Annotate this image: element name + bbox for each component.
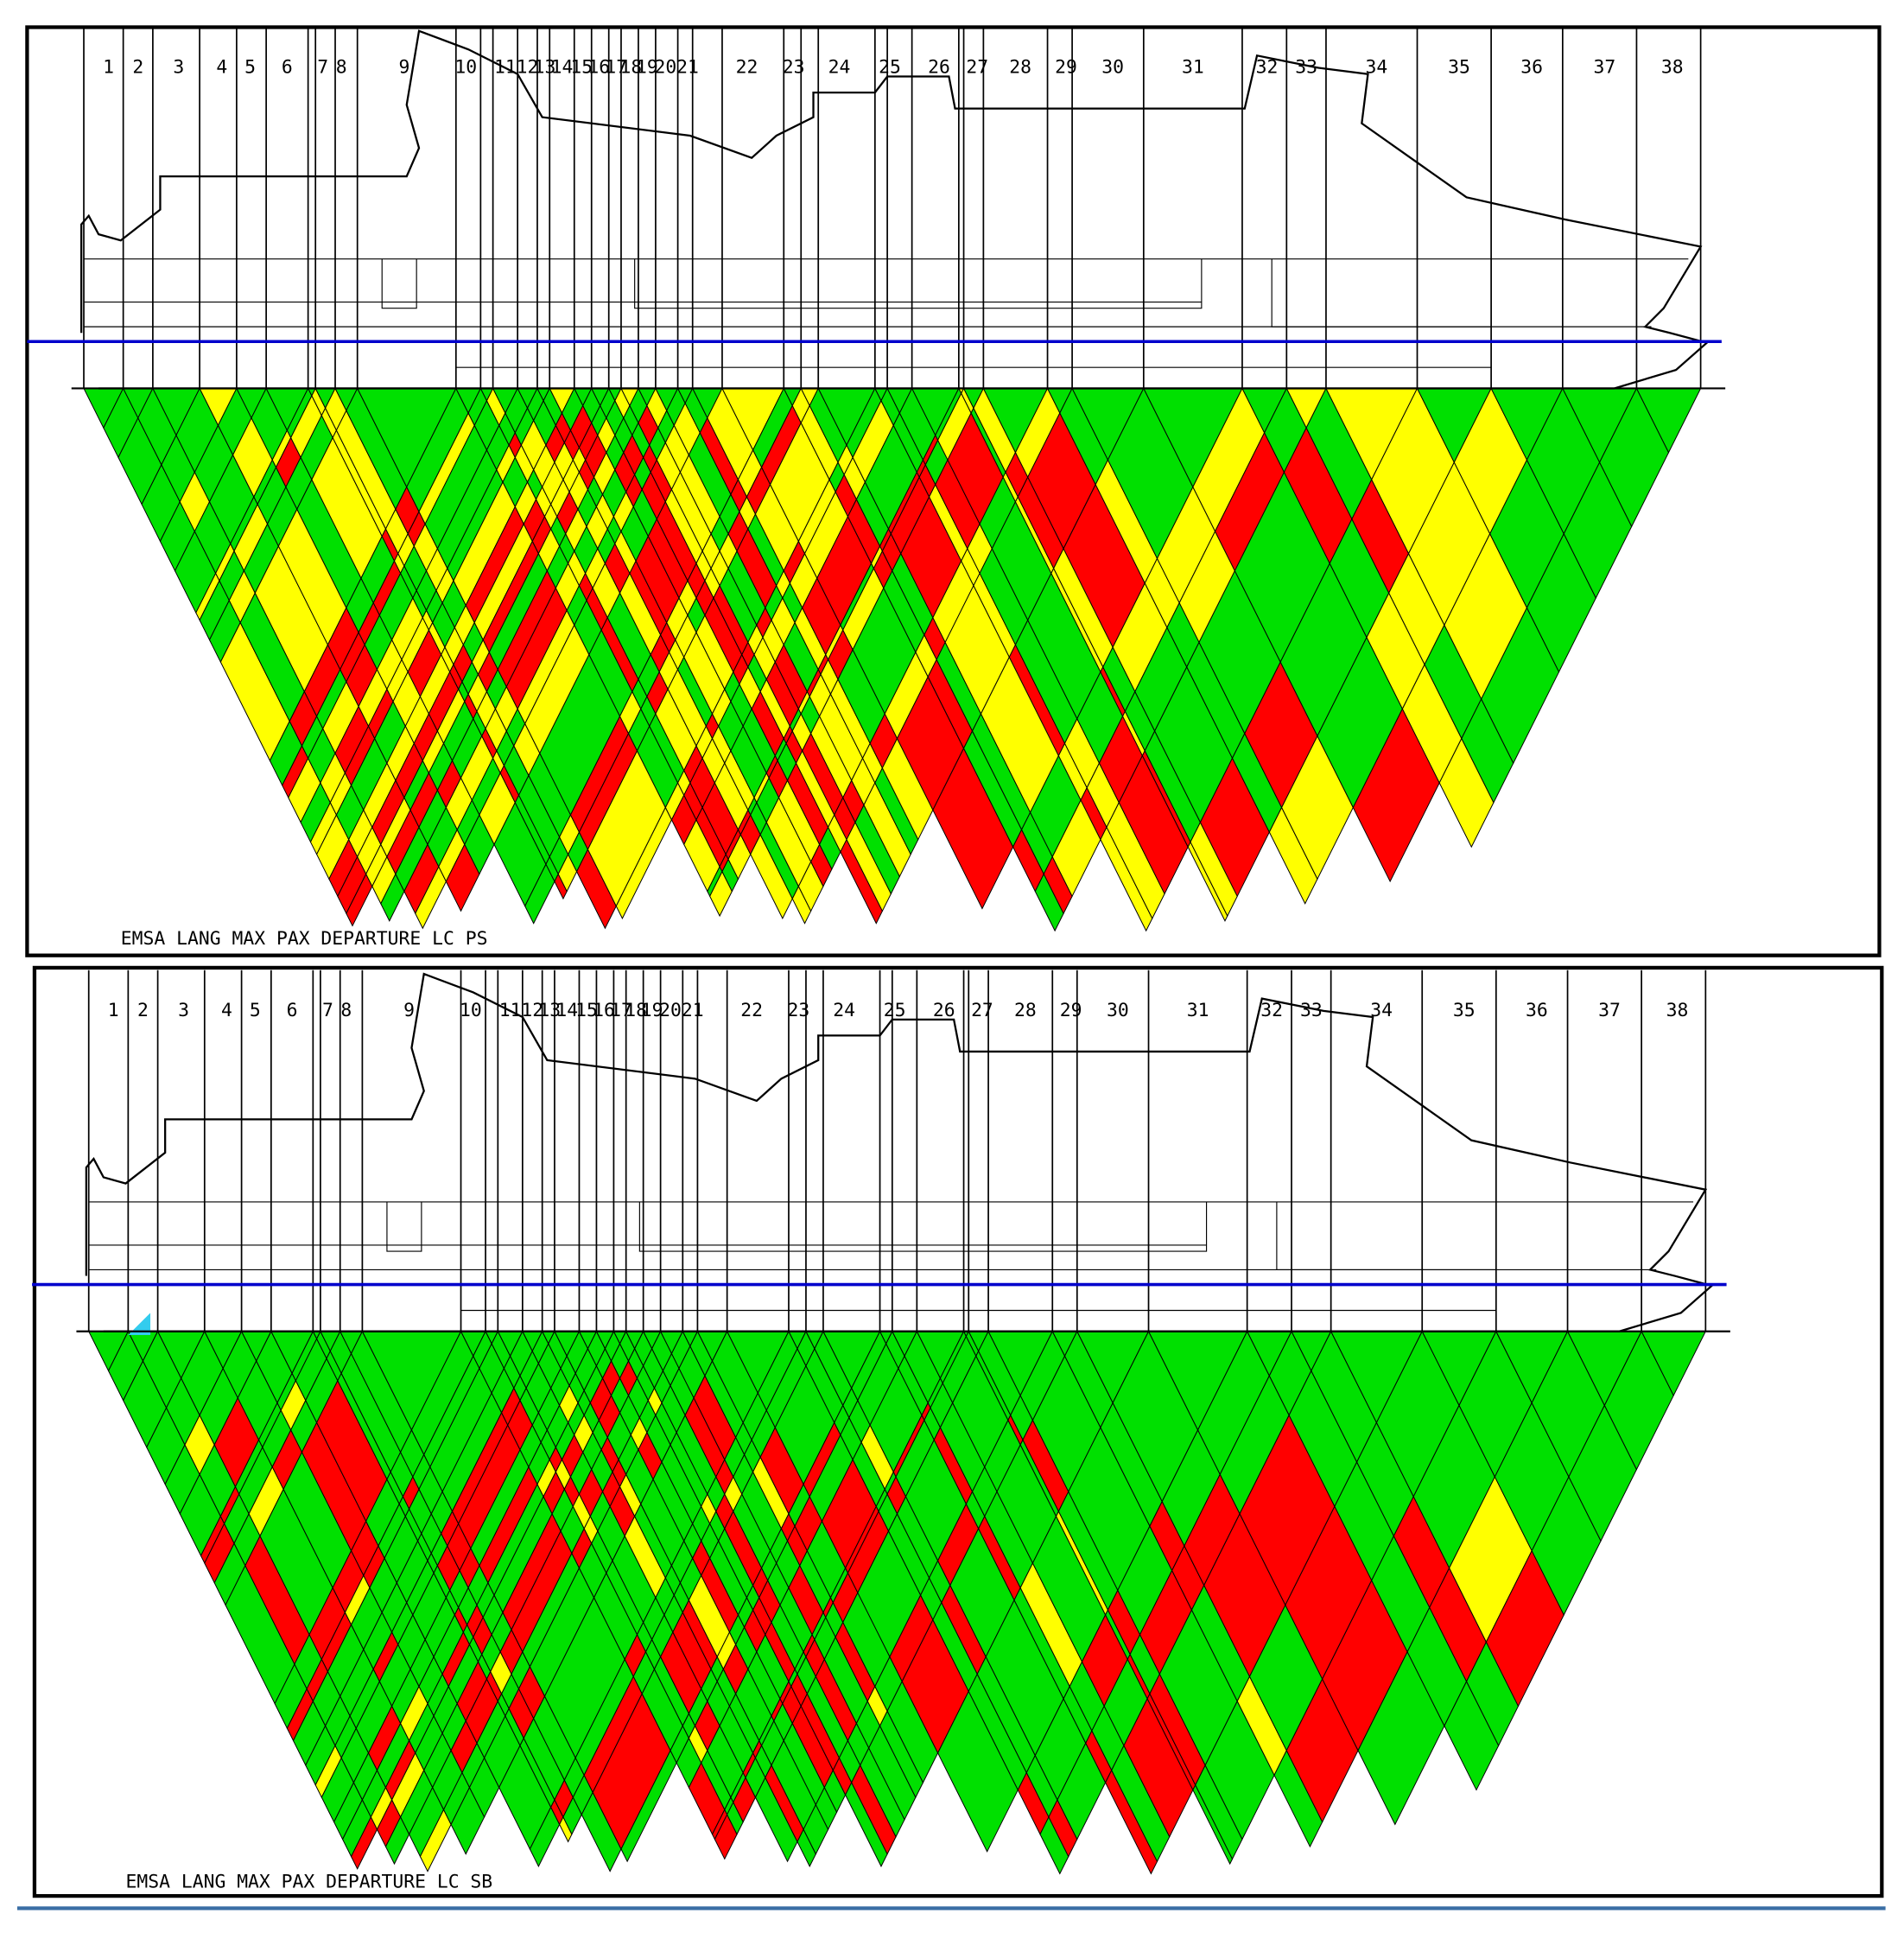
zone-label: 13 <box>534 57 556 79</box>
zone-label: 11 <box>494 57 517 79</box>
zone-label: 21 <box>682 1000 704 1021</box>
zone-label: 3 <box>178 1000 189 1021</box>
zone-label: 15 <box>575 1000 598 1021</box>
zone-label: 38 <box>1661 57 1684 79</box>
zone-label: 22 <box>736 57 758 79</box>
zone-label: 23 <box>788 1000 810 1021</box>
zone-label: 12 <box>521 1000 543 1021</box>
zone-label: 14 <box>551 57 574 79</box>
panel-frame <box>25 25 1882 957</box>
zone-label: 1 <box>108 1000 119 1021</box>
zone-label: 8 <box>340 1000 352 1021</box>
ship-profile <box>85 972 1714 1332</box>
zone-label: 7 <box>322 1000 333 1021</box>
zone-label: 17 <box>605 57 627 79</box>
zone-label: 34 <box>1366 57 1388 79</box>
zone-label: 17 <box>610 1000 632 1021</box>
zone-label: 31 <box>1187 1000 1209 1021</box>
zone-label: 10 <box>454 57 477 79</box>
zone-label: 26 <box>928 57 950 79</box>
zone-label: 3 <box>173 57 184 79</box>
zone-label: 12 <box>517 57 539 79</box>
zone-label: 33 <box>1300 1000 1323 1021</box>
damage-cases <box>83 387 1702 932</box>
zone-label: 11 <box>499 1000 522 1021</box>
compartment-outline <box>386 1201 422 1252</box>
zone-label: 27 <box>971 1000 993 1021</box>
zone-label: 16 <box>587 57 610 79</box>
compartment-outline <box>638 1201 1208 1252</box>
zone-label: 35 <box>1453 1000 1476 1021</box>
zone-label: 21 <box>676 57 699 79</box>
zone-label: 18 <box>625 1000 647 1021</box>
zone-label: 8 <box>336 57 347 79</box>
zone-label: 15 <box>570 57 593 79</box>
zone-label: 6 <box>282 57 293 79</box>
zone-label: 19 <box>636 57 658 79</box>
zone-label: 1 <box>103 57 114 79</box>
compartment-outline <box>634 258 1203 309</box>
zone-label: 25 <box>879 57 901 79</box>
zone-label: 30 <box>1101 57 1124 79</box>
zone-label: 27 <box>966 57 988 79</box>
zone-label: 38 <box>1666 1000 1689 1021</box>
zone-label: 32 <box>1260 1000 1283 1021</box>
zone-label: 32 <box>1256 57 1279 79</box>
zone-label: 20 <box>659 1000 682 1021</box>
zone-label: 9 <box>398 57 409 79</box>
zone-label: 24 <box>833 1000 855 1021</box>
zone-label: 10 <box>460 1000 482 1021</box>
zone-label: 23 <box>783 57 805 79</box>
panel-frame <box>32 965 1884 1898</box>
zone-label: 30 <box>1107 1000 1129 1021</box>
zone-label: 13 <box>538 1000 561 1021</box>
panel-caption: EMSA LANG MAX PAX DEPARTURE LC PS <box>121 928 488 950</box>
zone-label: 2 <box>132 57 143 79</box>
zone-label: 9 <box>403 1000 415 1021</box>
zone-label: 28 <box>1009 57 1031 79</box>
zone-label: 7 <box>317 57 328 79</box>
zone-label: 5 <box>250 1000 261 1021</box>
zone-label: 5 <box>244 57 256 79</box>
zone-label: 29 <box>1055 57 1077 79</box>
zone-label: 18 <box>620 57 643 79</box>
compartment-outline <box>381 258 417 309</box>
damage-cases <box>87 1330 1707 1875</box>
zone-label: 19 <box>641 1000 663 1021</box>
zone-label: 20 <box>654 57 676 79</box>
zone-label: 34 <box>1370 1000 1393 1021</box>
zone-label: 4 <box>221 1000 232 1021</box>
zone-label: 4 <box>216 57 227 79</box>
zone-label: 36 <box>1526 1000 1548 1021</box>
zone-label: 2 <box>137 1000 149 1021</box>
zone-label: 33 <box>1295 57 1317 79</box>
zone-label: 26 <box>933 1000 955 1021</box>
zone-label: 6 <box>287 1000 298 1021</box>
zone-label: 28 <box>1014 1000 1037 1021</box>
zone-label: 22 <box>740 1000 763 1021</box>
zone-label: 25 <box>884 1000 906 1021</box>
zone-label: 36 <box>1520 57 1543 79</box>
zone-label: 37 <box>1593 57 1615 79</box>
zone-label: 14 <box>555 1000 578 1021</box>
panel-caption: EMSA LANG MAX PAX DEPARTURE LC SB <box>126 1871 493 1892</box>
zone-label: 35 <box>1448 57 1470 79</box>
zone-label: 24 <box>828 57 851 79</box>
zone-label: 31 <box>1182 57 1204 79</box>
ship-profile <box>80 29 1710 390</box>
zone-label: 29 <box>1060 1000 1082 1021</box>
zone-label: 16 <box>593 1000 615 1021</box>
zone-label: 37 <box>1598 1000 1621 1021</box>
